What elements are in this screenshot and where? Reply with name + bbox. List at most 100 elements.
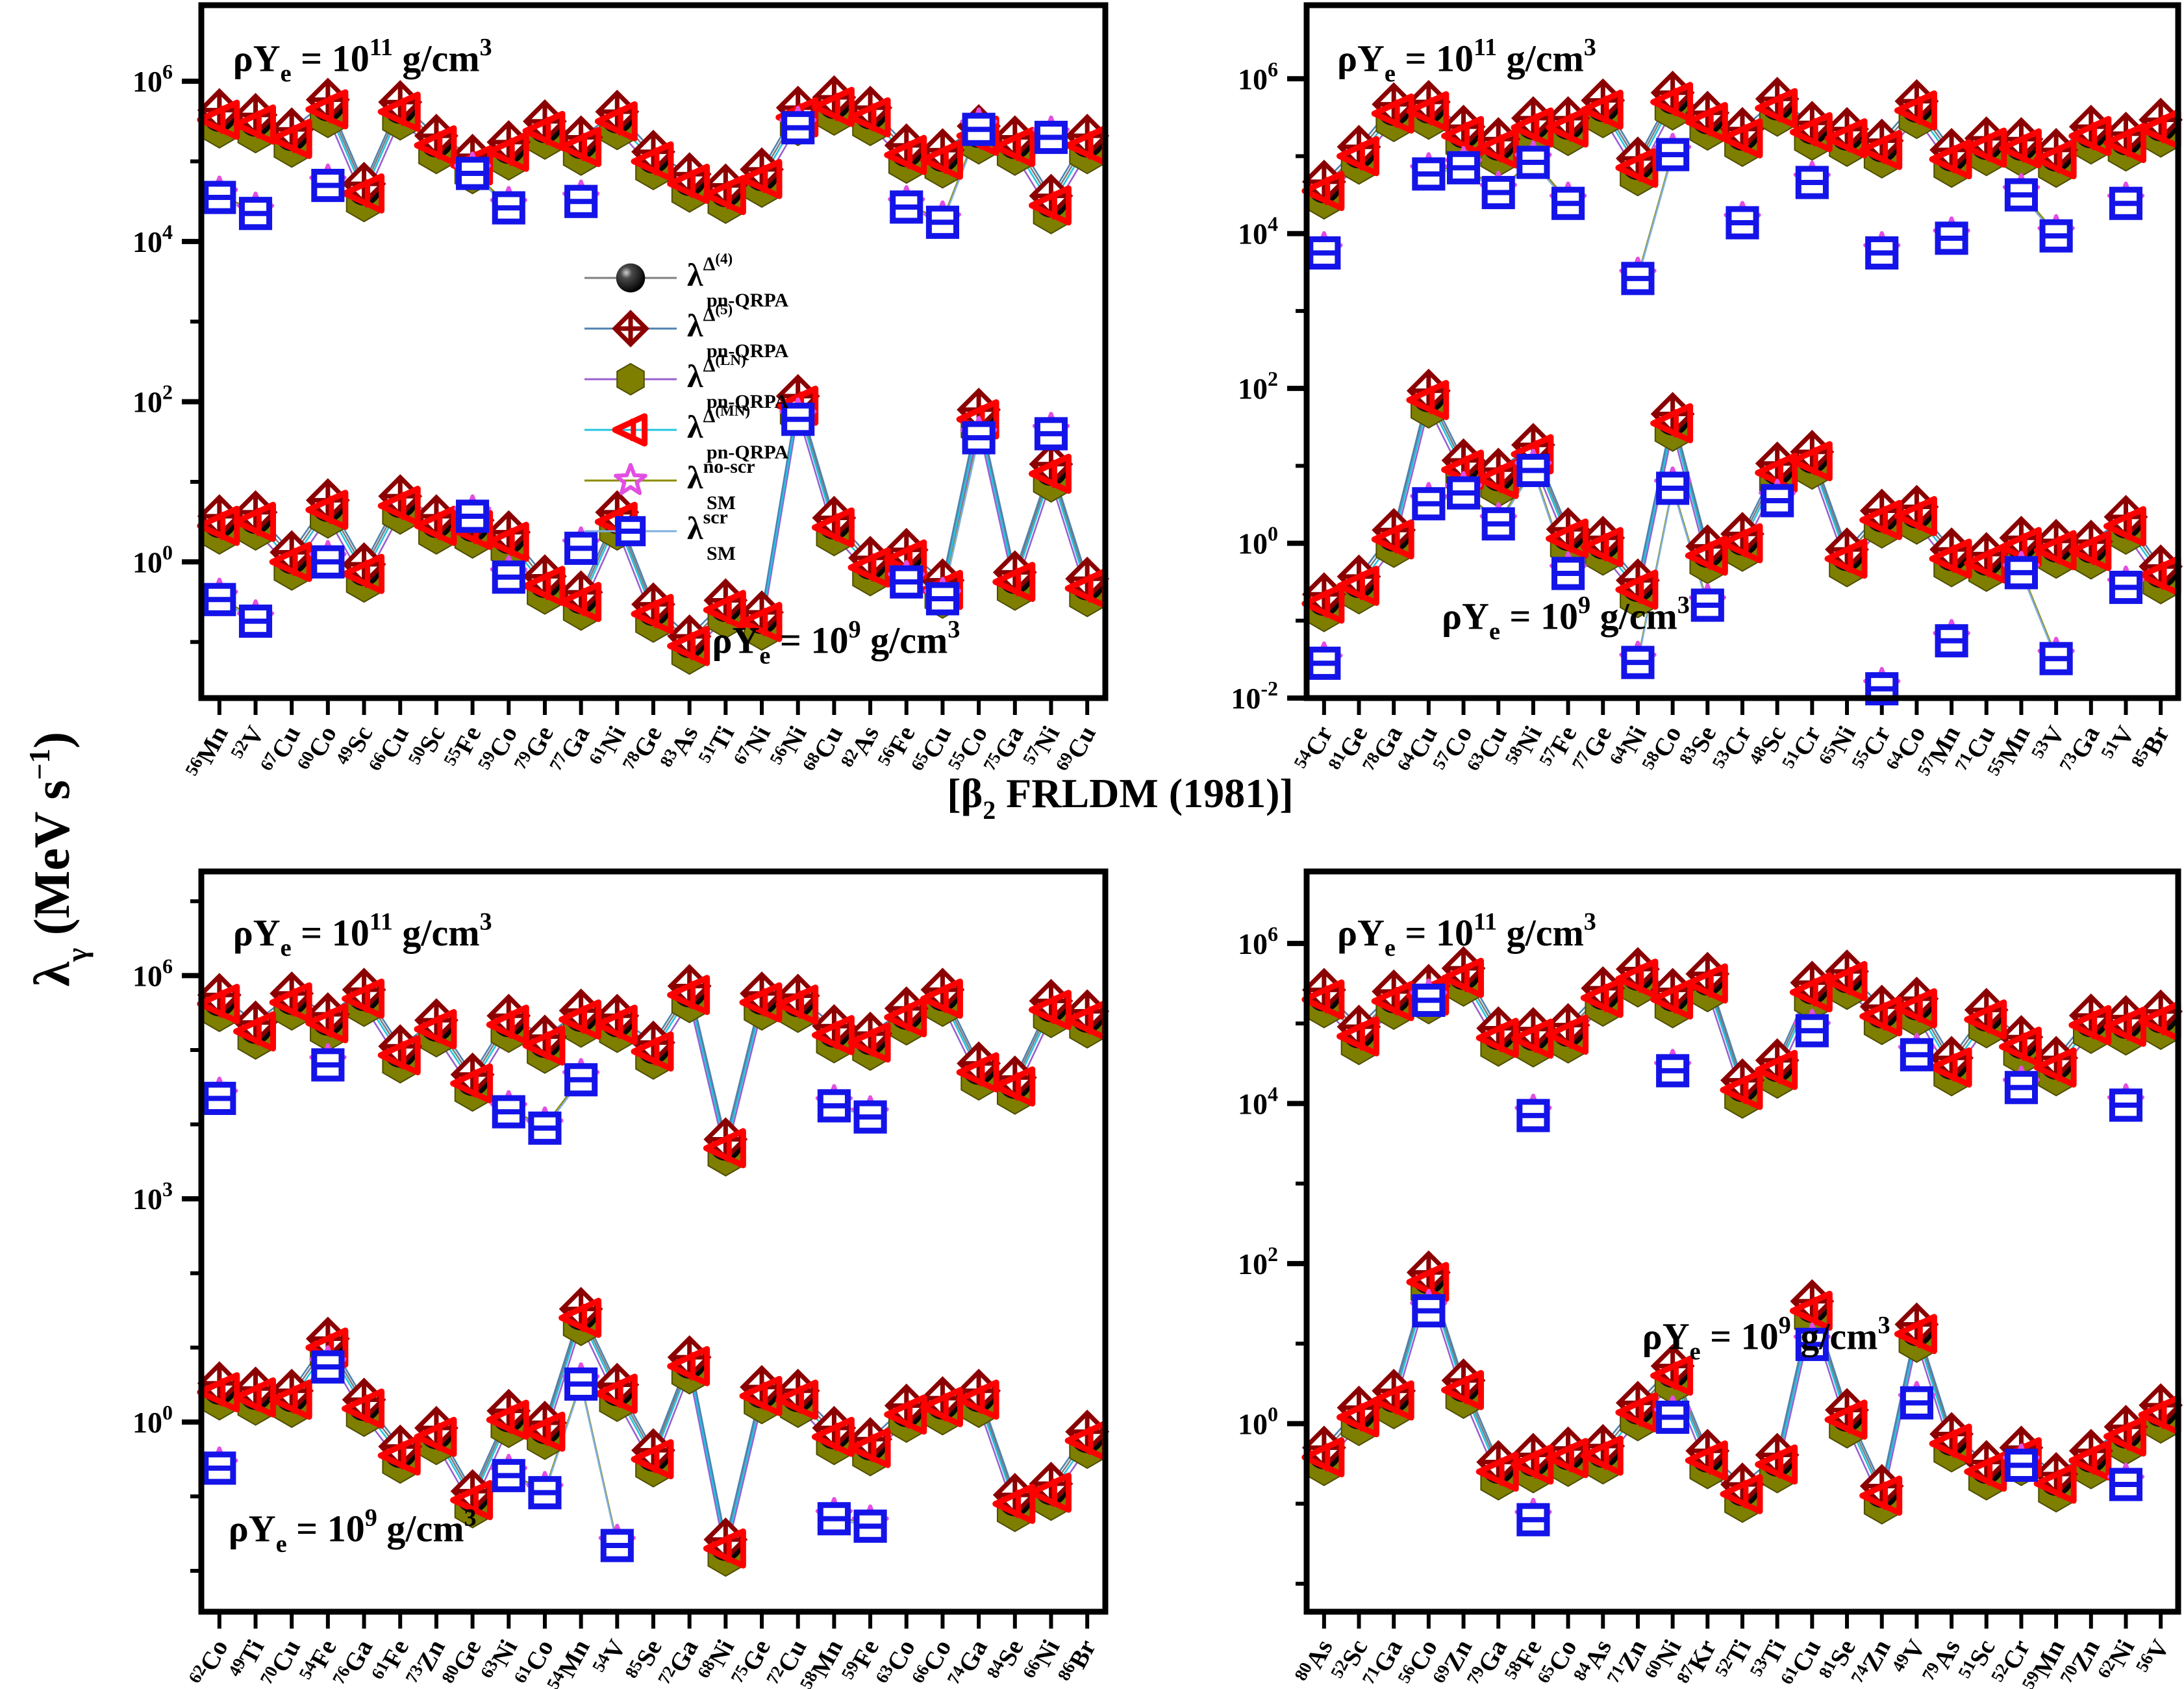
bottom-left-sm_high-noscr-line xyxy=(508,1077,871,1127)
bottom-left-sm_high-square-markers xyxy=(203,1048,887,1145)
x-tick-label-72Ga: 72Ga xyxy=(654,1634,704,1689)
y-tick-label: 104 xyxy=(1238,212,1278,251)
y-axis-ticks: 100 103 106 xyxy=(132,899,201,1573)
svg-text:ρYe = 1011 g/cm3: ρYe = 1011 g/cm3 xyxy=(233,34,492,88)
x-tick-label-63Co: 63Co xyxy=(872,1634,921,1689)
x-tick-label-80As: 80As xyxy=(1290,1634,1338,1689)
y-tick-label: 100 xyxy=(1238,522,1278,560)
x-tick-label-55Co: 55Co xyxy=(944,721,993,778)
x-tick-label-53Cr: 53Cr xyxy=(1708,721,1757,777)
x-tick-label-87Kr: 87Kr xyxy=(1673,1634,1722,1689)
y-tick-label: 106 xyxy=(132,954,173,992)
x-tick-label-52Ti: 52Ti xyxy=(1711,1634,1757,1684)
y-axis-ticks: 100 102 104 106 xyxy=(132,60,201,644)
x-title-sub: 2 xyxy=(983,796,996,825)
bottom-right-sm_high-square-markers xyxy=(1412,983,2143,1132)
bottom-right-sm_low-square-markers xyxy=(1412,1294,2143,1536)
panel-top-right: 10-2 100 102 104 106 54Cr81Ge78Ga64Cu57Co63Cu… xyxy=(1231,2,2183,779)
legend-label-qrpaMN: λΔ(MN) pn-QRPA xyxy=(687,403,788,463)
x-tick-label-65Co: 65Co xyxy=(1533,1634,1583,1689)
plot-frame xyxy=(1303,868,2181,1615)
bottom-left-pn_qrpa_high-left-triangle-markers xyxy=(197,975,1108,1169)
svg-text:ρYe = 109 g/cm3: ρYe = 109 g/cm3 xyxy=(1442,592,1690,645)
y-axis-ticks: 100 102 104 106 xyxy=(1238,922,1307,1586)
plot-frame xyxy=(198,868,1109,1615)
x-tick-label-75Ga: 75Ga xyxy=(979,721,1029,779)
y-tick-label: 102 xyxy=(1238,367,1278,405)
panel-top-right-plot: 10-2 100 102 104 106 54Cr81Ge78Ga64Cu57Co63Cu… xyxy=(1231,2,2183,779)
x-tick-label-58Co: 58Co xyxy=(1638,721,1687,778)
y-tick-label: 104 xyxy=(132,220,173,258)
y-tick-label: 102 xyxy=(1238,1242,1278,1281)
x-tick-label-56Mn: 56Mn xyxy=(181,720,234,783)
bottom-right-pn_qrpa_low-left-triangle-markers xyxy=(1301,1262,2181,1516)
x-tick-label-79As: 79As xyxy=(1918,1634,1966,1689)
x-tick-label-76Ga: 76Ga xyxy=(329,1634,379,1689)
x-tick-label-60Co: 60Co xyxy=(293,721,342,778)
y-axis-ticks: 10-2 100 102 104 106 xyxy=(1231,57,1307,715)
x-tick-label-62Co: 62Co xyxy=(184,1634,234,1689)
legend-label-qrpaLN: λΔ(LN) pn-QRPA xyxy=(687,352,788,412)
bottom-left-pn_qrpa_low-left-triangle-markers xyxy=(197,1297,1108,1569)
x-tick-label-69Cu: 69Cu xyxy=(1051,721,1101,779)
y-tick-label: 106 xyxy=(132,60,173,98)
legend-label-qrpa5: λΔ(5) pn-QRPA xyxy=(687,301,788,362)
x-tick-label-74Zn: 74Zn xyxy=(1847,1634,1896,1689)
x-tick-label-85Br: 85Br xyxy=(2127,721,2175,775)
x-tick-label-51Ti: 51Ti xyxy=(694,720,740,770)
panel-bottom-right-plot: 100 102 104 106 80As52Sc71Ga56Co69Zn79Ga58Fe… xyxy=(1238,868,2183,1689)
x-tick-label-58Ni: 58Ni xyxy=(1501,720,1548,772)
panel-bottom-right: 100 102 104 106 80As52Sc71Ga56Co69Zn79Ga58Fe… xyxy=(1238,868,2183,1689)
x-tick-label-65Cu: 65Cu xyxy=(907,721,957,779)
y-axis-title-sup: −1 xyxy=(23,748,56,781)
legend-label-qrpa4: λΔ(4) pn-QRPA xyxy=(687,251,788,311)
y-axis-title-mid: (MeV s xyxy=(23,780,80,948)
y-tick-label: 100 xyxy=(1238,1402,1278,1440)
top-right-pn_qrpa_high-left-triangle-markers xyxy=(1301,82,2181,212)
panel-bottom-left-plot: 100 103 106 62Co49Ti70Cu54Fe76Ga61Fe73Zn80G… xyxy=(132,868,1110,1689)
top-right-sm_low-square-markers xyxy=(1307,453,2143,706)
bottom-left-sm_low-square-markers xyxy=(203,1350,887,1562)
x-tick-label-67Cu: 67Cu xyxy=(256,721,306,779)
x-axis-shared-title: [β2 FRLDM (1981)] xyxy=(682,769,1559,825)
x-tick-label-83As: 83As xyxy=(656,721,704,775)
y-tick-label: 103 xyxy=(132,1177,173,1216)
x-tick-label-50Sc: 50Sc xyxy=(404,721,451,773)
svg-text:ρYe = 109 g/cm3: ρYe = 109 g/cm3 xyxy=(712,616,960,669)
svg-text:ρYe = 109 g/cm3: ρYe = 109 g/cm3 xyxy=(1642,1312,1890,1366)
x-title-post: FRLDM (1981)] xyxy=(996,770,1294,816)
x-tick-label-74Ga: 74Ga xyxy=(943,1634,993,1689)
x-tick-label-68Cu: 68Cu xyxy=(799,721,849,779)
x-tick-label-59Co: 59Co xyxy=(474,721,523,778)
x-axis-ticks: 56Mn52V67Cu60Co49Sc66Cu50Sc55Fe59Co79Ge7… xyxy=(181,698,1101,783)
x-tick-label-77Ge: 77Ge xyxy=(1568,721,1618,778)
x-tick-label-80Ge: 80Ge xyxy=(438,1634,487,1689)
y-tick-label: 102 xyxy=(132,381,173,419)
y-tick-label: 106 xyxy=(1238,57,1278,95)
x-tick-label-70Zn: 70Zn xyxy=(2056,1634,2105,1689)
legend-label-smScr: λscr SM xyxy=(687,507,736,564)
svg-text:ρYe = 1011 g/cm3: ρYe = 1011 g/cm3 xyxy=(233,908,492,962)
plot-frame xyxy=(1303,2,2181,701)
y-axis-title-end: ) xyxy=(23,731,80,749)
x-tick-label-77Ga: 77Ga xyxy=(546,721,596,779)
x-tick-label-78Ge: 78Ge xyxy=(618,721,668,778)
x-tick-label-86Br: 86Br xyxy=(1053,1634,1101,1689)
x-title-pre: [β xyxy=(947,770,983,816)
plot-frame xyxy=(198,2,1109,701)
x-tick-label-51Cr: 51Cr xyxy=(1778,721,1827,777)
x-tick-label-62Ni: 62Ni xyxy=(2094,1634,2140,1686)
x-tick-label-66Ni: 66Ni xyxy=(1019,1634,1066,1686)
panel-top-left-plot: 100 102 104 106 56Mn52V67Cu60Co49Sc66Cu50Sc5… xyxy=(132,2,1110,783)
svg-text:ρYe = 109 g/cm3: ρYe = 109 g/cm3 xyxy=(229,1504,477,1558)
x-tick-label-70Cu: 70Cu xyxy=(256,1634,306,1689)
top-right-sm_high-square-markers xyxy=(1307,138,2143,295)
x-tick-label-56V: 56V xyxy=(2132,1634,2176,1680)
svg-text:ρYe = 1011 g/cm3: ρYe = 1011 g/cm3 xyxy=(1337,34,1596,88)
legend-label-smNS: λno-scr SM xyxy=(687,456,755,514)
x-tick-label-66Cu: 66Cu xyxy=(364,721,414,779)
svg-text:ρYe = 1011 g/cm3: ρYe = 1011 g/cm3 xyxy=(1337,908,1596,962)
panel-bottom-left: 100 103 106 62Co49Ti70Cu54Fe76Ga61Fe73Zn80G… xyxy=(132,868,1110,1689)
y-tick-label: 100 xyxy=(132,1401,173,1439)
